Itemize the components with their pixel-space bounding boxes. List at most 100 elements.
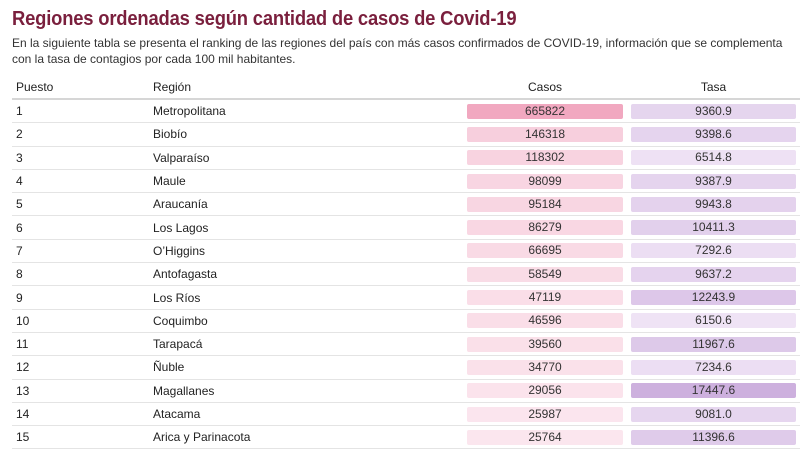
table-row: 9 Los Ríos 47119 12243.9: [12, 285, 800, 310]
casos-cell: 29056: [463, 379, 627, 403]
region-cell: Biobío: [149, 122, 463, 147]
page-title: Regiones ordenadas según cantidad de cas…: [12, 8, 517, 30]
region-cell: Atacama: [149, 402, 463, 427]
casos-cell: 66695: [463, 239, 627, 264]
puesto-cell: 13: [12, 379, 149, 403]
header-puesto: Puesto: [12, 76, 149, 100]
tasa-bar: 12243.9: [631, 290, 796, 306]
region-cell: Araucanía: [149, 192, 463, 217]
table-header-row: Puesto Región Casos Tasa: [12, 76, 800, 100]
table-row: 8 Antofagasta 58549 9637.2: [12, 262, 800, 287]
tasa-cell: 9943.8: [627, 192, 800, 217]
region-cell: Metropolitana: [149, 99, 463, 124]
tasa-bar: 11396.6: [631, 429, 796, 445]
casos-cell: 47119: [463, 285, 627, 310]
region-cell: Los Ríos: [149, 285, 463, 310]
region-cell: Los Lagos: [149, 215, 463, 240]
table-row: 7 O’Higgins 66695 7292.6: [12, 239, 800, 264]
casos-cell: 25764: [463, 425, 627, 450]
casos-bar: 25764: [467, 429, 623, 445]
casos-bar: 46596: [467, 313, 623, 329]
casos-cell: 86279: [463, 215, 627, 240]
tasa-cell: 6150.6: [627, 309, 800, 333]
region-cell: O’Higgins: [149, 239, 463, 264]
table-row: 15 Arica y Parinacota 25764 11396.6: [12, 425, 800, 450]
casos-bar: 34770: [467, 359, 623, 375]
header-region: Región: [149, 76, 463, 100]
tasa-bar: 10411.3: [631, 220, 796, 236]
table-row: 11 Tarapacá 39560 11967.6: [12, 332, 800, 357]
tasa-bar: 9387.9: [631, 173, 796, 189]
casos-cell: 665822: [463, 99, 627, 124]
tasa-cell: 9387.9: [627, 169, 800, 194]
tasa-cell: 12243.9: [627, 285, 800, 310]
tasa-cell: 11967.6: [627, 332, 800, 357]
table-row: 14 Atacama 25987 9081.0: [12, 402, 800, 427]
page-description: En la siguiente tabla se presenta el ran…: [12, 36, 783, 66]
casos-bar: 665822: [467, 103, 623, 119]
table-row: 10 Coquimbo 46596 6150.6: [12, 309, 800, 333]
tasa-cell: 7234.6: [627, 355, 800, 380]
header-casos: Casos: [463, 76, 627, 100]
puesto-cell: 2: [12, 122, 149, 147]
casos-cell: 58549: [463, 262, 627, 287]
casos-cell: 34770: [463, 355, 627, 380]
table-row: 3 Valparaíso 118302 6514.8: [12, 146, 800, 170]
table-row: 13 Magallanes 29056 17447.6: [12, 379, 800, 403]
tasa-bar: 9398.6: [631, 126, 796, 142]
tasa-bar: 7292.6: [631, 243, 796, 259]
casos-bar: 66695: [467, 243, 623, 259]
puesto-cell: 8: [12, 262, 149, 287]
puesto-cell: 14: [12, 402, 149, 427]
puesto-cell: 7: [12, 239, 149, 264]
puesto-cell: 11: [12, 332, 149, 357]
tasa-bar: 6514.8: [631, 150, 796, 166]
ranking-table: Puesto Región Casos Tasa 1 Metropolitana 6…: [12, 76, 800, 450]
tasa-bar: 9360.9: [631, 103, 796, 119]
table-row: 6 Los Lagos 86279 10411.3: [12, 215, 800, 240]
region-cell: Arica y Parinacota: [149, 425, 463, 450]
casos-bar: 98099: [467, 173, 623, 189]
tasa-bar: 11967.6: [631, 336, 796, 352]
casos-cell: 46596: [463, 309, 627, 333]
table-row: 1 Metropolitana 665822 9360.9: [12, 99, 800, 124]
page: Regiones ordenadas según cantidad de cas…: [12, 8, 800, 450]
tasa-bar: 9943.8: [631, 196, 796, 212]
casos-cell: 146318: [463, 122, 627, 147]
tasa-cell: 17447.6: [627, 379, 800, 403]
tasa-cell: 6514.8: [627, 146, 800, 170]
casos-cell: 39560: [463, 332, 627, 357]
puesto-cell: 5: [12, 192, 149, 217]
puesto-cell: 9: [12, 285, 149, 310]
casos-cell: 118302: [463, 146, 627, 170]
tasa-cell: 9360.9: [627, 99, 800, 124]
table-body: 1 Metropolitana 665822 9360.9 2 Biobío 146318 9…: [12, 99, 800, 450]
casos-bar: 39560: [467, 336, 623, 352]
table-row: 12 Ñuble 34770 7234.6: [12, 355, 800, 380]
region-cell: Valparaíso: [149, 146, 463, 170]
region-cell: Coquimbo: [149, 309, 463, 333]
tasa-cell: 9081.0: [627, 402, 800, 427]
casos-bar: 86279: [467, 220, 623, 236]
region-cell: Antofagasta: [149, 262, 463, 287]
casos-cell: 98099: [463, 169, 627, 194]
table-row: 2 Biobío 146318 9398.6: [12, 122, 800, 147]
casos-bar: 58549: [467, 266, 623, 282]
table-row: 4 Maule 98099 9387.9: [12, 169, 800, 194]
puesto-cell: 6: [12, 215, 149, 240]
region-cell: Maule: [149, 169, 463, 194]
puesto-cell: 1: [12, 99, 149, 124]
region-cell: Magallanes: [149, 379, 463, 403]
puesto-cell: 4: [12, 169, 149, 194]
puesto-cell: 10: [12, 309, 149, 333]
puesto-cell: 12: [12, 355, 149, 380]
tasa-bar: 9637.2: [631, 266, 796, 282]
casos-bar: 95184: [467, 196, 623, 212]
header-tasa: Tasa: [627, 76, 800, 100]
puesto-cell: 3: [12, 146, 149, 170]
tasa-bar: 9081.0: [631, 406, 796, 422]
puesto-cell: 15: [12, 425, 149, 450]
tasa-cell: 7292.6: [627, 239, 800, 264]
region-cell: Tarapacá: [149, 332, 463, 357]
tasa-bar: 6150.6: [631, 313, 796, 329]
